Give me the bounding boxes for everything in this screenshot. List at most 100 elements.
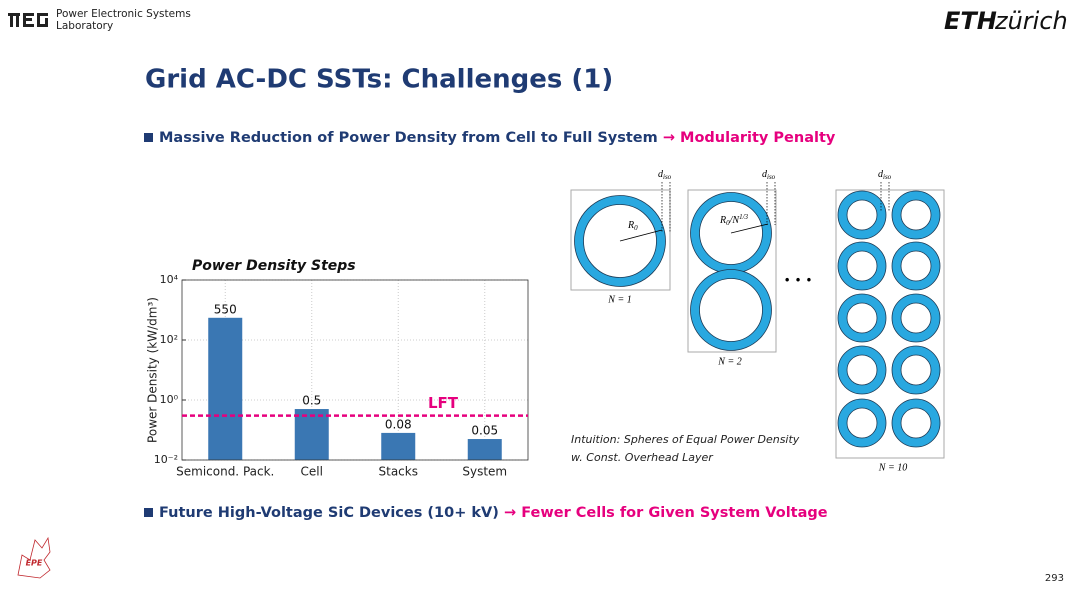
sub: iso (883, 173, 892, 181)
bullet-highlight: Fewer Cells for Given System Voltage (521, 505, 828, 521)
sphere-edge (900, 302, 932, 334)
chart-title: Power Density Steps (192, 258, 356, 274)
epe-text: EPE (26, 559, 43, 568)
sphere-edge (837, 398, 887, 448)
sub: iso (663, 173, 672, 181)
bar (467, 439, 502, 460)
sphere-edge (846, 407, 878, 439)
x-tick-label: System (462, 465, 507, 479)
sphere (838, 346, 886, 394)
x-tick-label: Cell (301, 465, 323, 479)
sym: d (878, 169, 884, 180)
sphere (892, 294, 940, 342)
bullet-highlight: Modularity Penalty (680, 130, 836, 146)
sym: /N (729, 215, 741, 226)
bullet-text: Massive Reduction of Power Density from … (159, 130, 658, 146)
n-label: N = 2 (717, 356, 741, 367)
sub: 0 (726, 219, 730, 227)
sup: 1/3 (739, 213, 748, 221)
arrow: → (663, 130, 675, 146)
sphere-edge (891, 241, 941, 291)
sphere-edge (837, 190, 887, 240)
sphere-edge (846, 302, 878, 334)
lab-name: Laboratory (56, 20, 113, 32)
eth-logo: ETH (944, 7, 997, 35)
bullet-text: Future High-Voltage SiC Devices (10+ kV) (159, 505, 499, 521)
n-label: N = 1 (607, 294, 631, 305)
sphere-edge (699, 201, 763, 265)
radius-label: R0/N1/3 (719, 213, 749, 227)
arrow: → (504, 505, 516, 521)
page-number: 293 (1045, 573, 1064, 584)
sphere-edge (837, 241, 887, 291)
sym: d (658, 169, 664, 180)
sphere-edge (900, 354, 932, 386)
sphere (892, 346, 940, 394)
sym: R (719, 215, 726, 226)
intuition: Intuition: Spheres of Equal Power Densit… (571, 433, 800, 446)
bullet: Future High-Voltage SiC Devices (10+ kV)… (159, 505, 828, 521)
y-tick-label: 10² (160, 333, 178, 346)
d-iso: diso (762, 169, 776, 180)
sphere-edge (900, 250, 932, 282)
sphere-grid (837, 190, 941, 448)
sphere-edge (891, 293, 941, 343)
bar (208, 317, 243, 460)
plot-frame (181, 279, 529, 461)
sphere (838, 399, 886, 447)
y-tick-label: 10⁰ (160, 393, 179, 406)
sphere-edge (583, 204, 657, 278)
pes-logo (8, 13, 48, 27)
lab-name: Power Electronic Systems (56, 8, 191, 20)
sphere (690, 269, 772, 351)
bullet: Massive Reduction of Power Density from … (159, 130, 836, 146)
sphere-edge (837, 293, 887, 343)
sym: d (762, 169, 768, 180)
value-label: 0.08 (385, 417, 412, 431)
reference-label: LFT (428, 394, 459, 412)
sphere (838, 242, 886, 290)
sphere-edge (891, 190, 941, 240)
eth-logo: zürich (994, 7, 1068, 35)
sphere-edge (846, 250, 878, 282)
bullet-mark (144, 508, 153, 517)
y-tick-label: 10⁴ (160, 273, 179, 286)
sphere-edge (846, 354, 878, 386)
sphere-edge (699, 278, 763, 342)
sphere-edge (891, 345, 941, 395)
sphere (892, 399, 940, 447)
bar (381, 432, 416, 460)
value-label: 0.5 (302, 394, 321, 408)
y-tick-label: 10⁻² (154, 453, 178, 466)
sphere-edge (900, 407, 932, 439)
sphere-edge (846, 199, 878, 231)
radius-label: R0 (627, 220, 638, 231)
n-label: N = 10 (878, 462, 907, 473)
value-label: 0.05 (471, 424, 498, 438)
slide-title: Grid AC-DC SSTs: Challenges (1) (145, 65, 613, 95)
intuition: w. Const. Overhead Layer (571, 451, 714, 464)
value-label: 550 (214, 302, 237, 316)
sphere-edge (574, 195, 666, 287)
sym: R (627, 220, 634, 231)
x-tick-label: Semicond. Pack. (176, 465, 274, 479)
bullet-mark (144, 133, 153, 142)
sphere (892, 242, 940, 290)
radius (619, 229, 663, 242)
sphere-diagram: diso diso diso R0 R0/N1/3 N = 1 N = 2 N … (570, 169, 945, 473)
radius (730, 223, 769, 234)
sphere (838, 294, 886, 342)
sphere (838, 191, 886, 239)
y-axis-label: Power Density (kW/dm³) (146, 297, 160, 443)
d-iso: diso (878, 169, 892, 180)
x-tick-label: Stacks (379, 465, 418, 479)
ellipsis: • • • (784, 274, 813, 288)
sphere-edge (900, 199, 932, 231)
bar (294, 409, 329, 460)
d-iso: diso (658, 169, 672, 180)
epe-logo (17, 536, 51, 579)
sphere (892, 191, 940, 239)
sub: 0 (634, 224, 638, 232)
sphere-edge (690, 269, 772, 351)
